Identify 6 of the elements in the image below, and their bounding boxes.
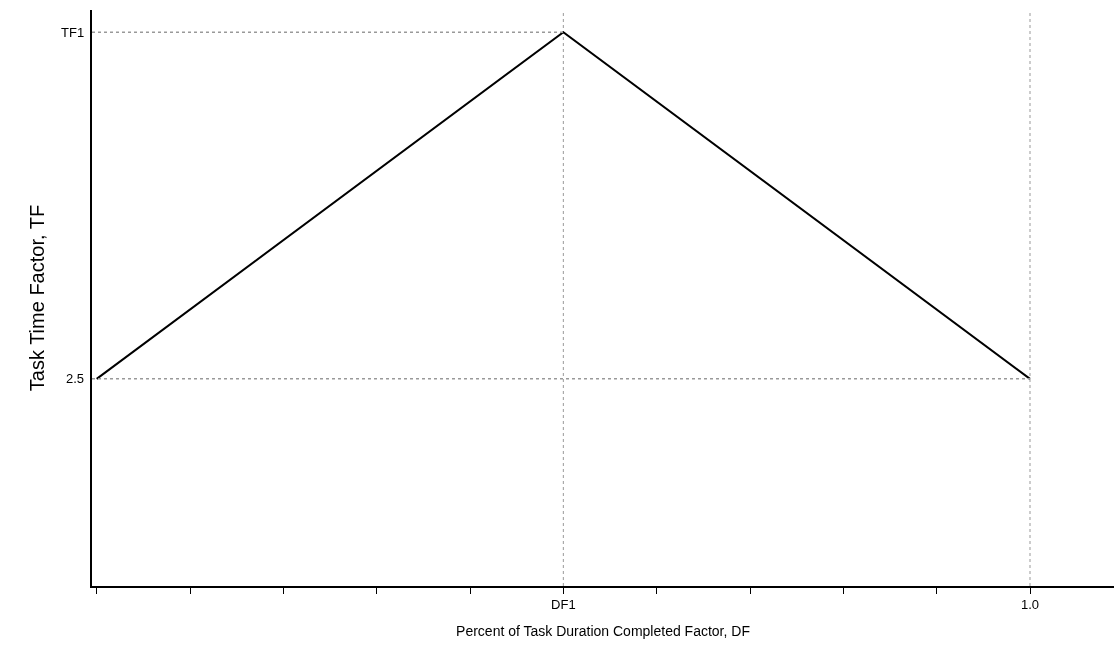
x-tick-label: DF1: [551, 597, 576, 613]
x-axis-title: Percent of Task Duration Completed Factor, DF: [456, 623, 750, 640]
y-axis-title: Task Time Factor, TF: [26, 204, 49, 392]
text: TF1: [61, 25, 85, 40]
text: 2.5: [66, 371, 85, 386]
x-tick-label: 1.0: [1020, 597, 1040, 613]
